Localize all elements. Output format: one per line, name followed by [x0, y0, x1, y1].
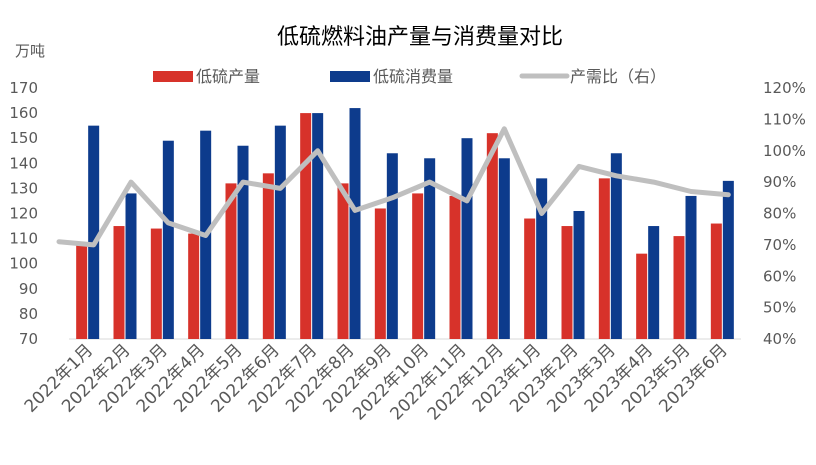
- legend: 低硫产量 低硫消费量 产需比（右）: [153, 67, 666, 86]
- y-right-tick-label: 110%: [763, 110, 806, 128]
- bar: [349, 108, 361, 339]
- y-left-tick-label: 120: [9, 205, 38, 223]
- bar: [636, 253, 648, 339]
- bar: [225, 183, 237, 339]
- bar: [125, 193, 137, 339]
- y-left-tick-label: 70: [19, 330, 38, 348]
- y-right-tick-label: 70%: [763, 236, 796, 254]
- y-left-tick-label: 80: [19, 305, 38, 323]
- legend-swatch: [330, 71, 370, 82]
- bar: [113, 226, 125, 339]
- y-left-tick-label: 110: [9, 230, 38, 248]
- bar: [685, 195, 697, 339]
- bar: [300, 113, 312, 339]
- bar: [486, 133, 498, 339]
- y-right-tick-label: 60%: [763, 267, 796, 285]
- bar: [150, 228, 162, 339]
- y-axis-unit: 万吨: [15, 42, 45, 60]
- bar: [449, 195, 461, 339]
- bar: [722, 180, 734, 339]
- bar: [386, 153, 398, 339]
- bar: [673, 236, 685, 339]
- bar: [374, 208, 386, 339]
- bar: [237, 145, 249, 339]
- bar: [524, 218, 536, 339]
- legend-label: 产需比（右）: [570, 67, 666, 86]
- legend-label: 低硫消费量: [373, 67, 453, 86]
- bar: [262, 173, 274, 339]
- bars: [76, 108, 734, 340]
- chart-title: 低硫燃料油产量与消费量对比: [277, 25, 563, 50]
- y-left-tick-label: 150: [9, 129, 38, 147]
- y-right-tick-label: 120%: [763, 79, 806, 97]
- y-right-tick-label: 40%: [763, 330, 796, 348]
- bar: [561, 226, 573, 339]
- bar: [498, 158, 510, 339]
- bar: [573, 210, 585, 339]
- bar: [188, 233, 200, 339]
- y-right-tick-label: 80%: [763, 205, 796, 223]
- line-series: [56, 126, 731, 248]
- y-right-tick-label: 100%: [763, 142, 806, 160]
- bar: [461, 138, 473, 339]
- y-left-tick-label: 90: [19, 280, 38, 298]
- bar: [76, 243, 88, 339]
- bar: [536, 178, 548, 339]
- bar: [424, 158, 436, 339]
- bar: [274, 125, 286, 340]
- bar: [710, 223, 722, 339]
- bar: [598, 178, 610, 339]
- bar: [88, 125, 100, 340]
- legend-swatch: [153, 71, 193, 82]
- bar: [648, 226, 660, 339]
- y-left-tick-label: 170: [9, 79, 38, 97]
- y-left-tick-label: 130: [9, 179, 38, 197]
- legend-label: 低硫产量: [196, 67, 260, 86]
- bar: [337, 183, 349, 339]
- bar: [312, 113, 324, 339]
- y-right-tick-label: 90%: [763, 173, 796, 191]
- y-left-tick-label: 160: [9, 104, 38, 122]
- bar: [610, 153, 622, 339]
- ratio-line: [56, 126, 731, 248]
- y-left-tick-label: 100: [9, 255, 38, 273]
- y-left-tick-label: 140: [9, 154, 38, 172]
- y-right-tick-label: 50%: [763, 299, 796, 317]
- bar: [412, 193, 424, 339]
- bar: [162, 140, 174, 339]
